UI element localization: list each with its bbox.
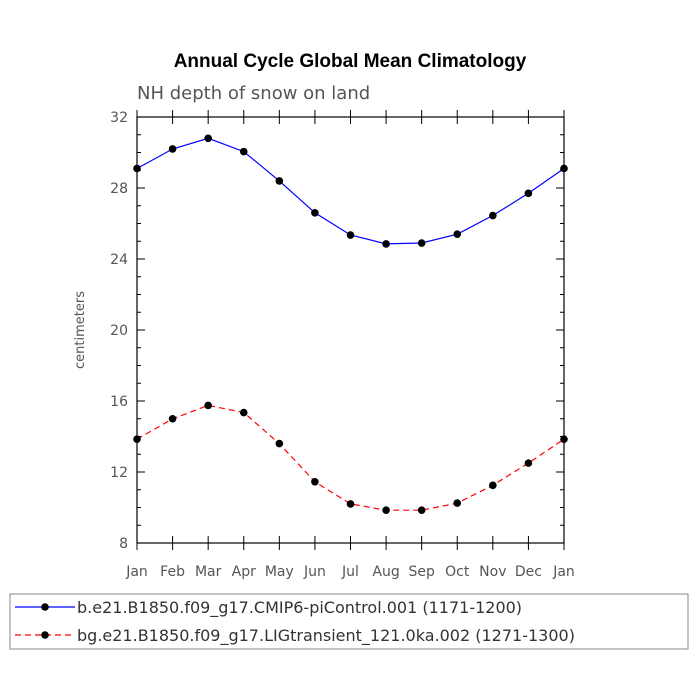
legend-box [9,593,689,650]
x-tick-label: Oct [445,564,470,580]
data-point-s1-9 [453,499,462,507]
data-point-s0-3 [239,147,248,156]
y-tick-label: 32 [110,110,128,126]
x-tick-label: Aug [372,564,399,580]
legend-label-0: b.e21.B1850.f09_g17.CMIP6-piControl.001 … [77,598,522,618]
data-point-s0-0 [133,164,141,173]
x-tick-label: Feb [160,564,185,580]
data-point-s0-6 [346,231,355,239]
y-tick-label: 20 [110,323,128,339]
data-point-s0-8 [417,239,426,247]
data-point-s1-6 [346,500,355,508]
x-tick-label: Jan [552,564,575,580]
y-axis-label: centimeters [73,291,88,369]
data-point-s1-2 [204,401,212,410]
data-point-s0-9 [453,230,462,238]
series-line-1 [136,404,565,511]
x-tick-label: Sep [408,564,435,580]
series-line-0 [136,137,565,245]
data-point-s0-1 [168,145,177,153]
data-point-s1-10 [489,481,497,490]
data-point-s1-11 [524,459,533,467]
data-point-s0-2 [204,134,212,143]
data-point-s1-4 [275,439,284,448]
legend: b.e21.B1850.f09_g17.CMIP6-piControl.001 … [9,593,689,650]
x-tick-label: May [265,564,294,580]
chart-subtitle: NH depth of snow on land [137,83,370,104]
x-tick-label: Nov [479,564,506,580]
x-tick-label: Jul [341,564,359,580]
data-point-s0-5 [311,209,319,217]
x-tick-label: Dec [515,564,542,580]
y-ticks: 8 12 16 20 24 28 32 [110,110,564,552]
legend-marker-0 [41,603,49,611]
y-tick-label: 8 [119,536,128,552]
data-point-s0-7 [382,240,390,248]
data-point-s1-12 [560,435,568,443]
y-tick-label: 16 [110,394,128,410]
data-point-s1-7 [382,506,390,514]
x-tick-label: Mar [195,564,222,580]
plot-frame [136,116,565,544]
legend-marker-1 [41,631,49,639]
data-point-s1-0 [133,435,141,443]
data-point-s0-10 [489,211,497,220]
data-point-s0-12 [560,164,568,173]
chart-title: Annual Cycle Global Mean Climatology [174,51,527,72]
x-tick-label: Jan [125,564,148,580]
y-tick-label: 28 [110,181,128,197]
data-point-s1-8 [417,506,426,514]
data-point-s0-11 [524,189,533,198]
x-ticks: Jan Feb Mar Apr May Jun Jul Aug Sep Oct Nov Dec Jan [125,110,575,580]
data-point-s1-3 [239,408,248,417]
data-point-s0-4 [275,177,284,185]
data-point-s1-1 [168,414,177,423]
data-point-s1-5 [311,477,319,486]
y-tick-label: 24 [110,252,128,268]
legend-label-1: bg.e21.B1850.f09_g17.LIGtransient_121.0k… [77,626,575,646]
series-layer [133,134,568,514]
x-tick-label: Apr [232,564,256,580]
y-tick-label: 12 [110,465,128,481]
x-tick-label: Jun [303,564,326,580]
